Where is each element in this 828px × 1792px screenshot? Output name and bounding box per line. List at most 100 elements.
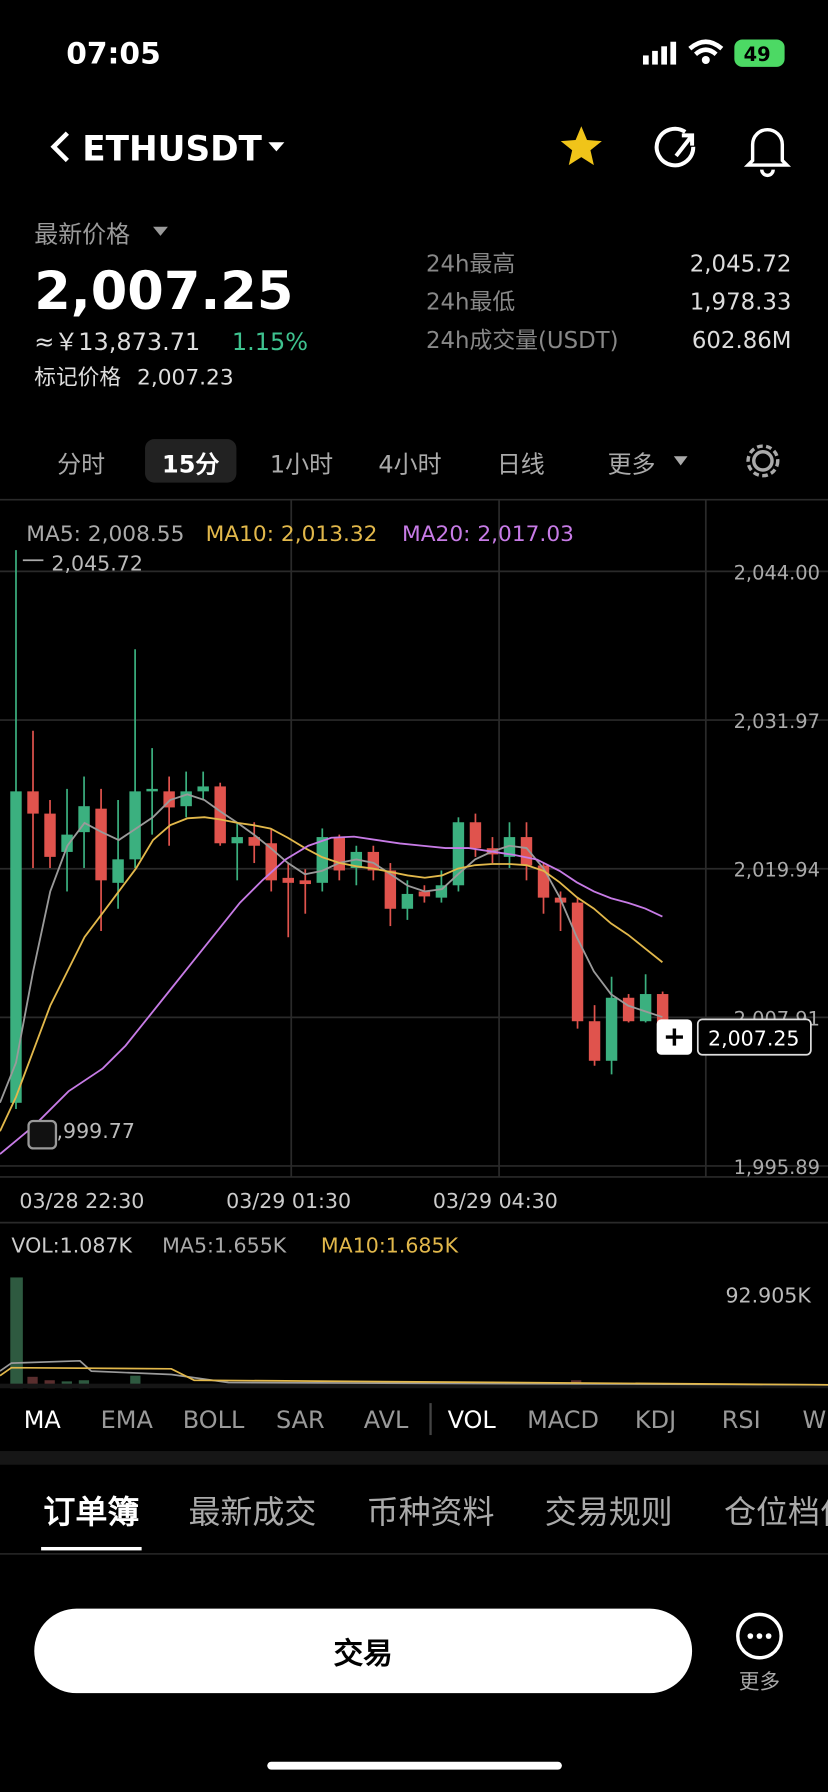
settings-gear — [746, 444, 780, 478]
indicator-tab[interactable]: W — [802, 1406, 826, 1434]
x-tick-label: 03/29 04:30 — [433, 1189, 558, 1213]
interval-tab[interactable]: 日线 — [497, 450, 545, 478]
ma-lines — [0, 793, 663, 1155]
ma5-line — [0, 793, 663, 1104]
indicator-tab[interactable]: KDJ — [635, 1406, 676, 1434]
price-label-dropdown[interactable] — [153, 226, 168, 236]
stat-value: 1,978.33 — [690, 290, 792, 316]
favorite-star[interactable] — [560, 126, 602, 166]
candle-body — [571, 902, 584, 1022]
candle-body — [401, 893, 414, 909]
more-label: 更多 — [739, 1670, 780, 1694]
symbol-dropdown[interactable] — [268, 142, 285, 152]
candle-body — [452, 822, 465, 886]
share-arrow — [674, 133, 695, 158]
x-tick-label: 03/29 01:30 — [226, 1189, 351, 1213]
low-marker: 1,999.77 — [43, 1119, 135, 1143]
candle-body — [10, 791, 22, 1103]
section-tab[interactable]: 仓位档位 — [724, 1493, 828, 1531]
candle-body — [656, 994, 669, 1026]
interval-tab[interactable]: 15分 — [162, 450, 219, 478]
back-button[interactable] — [50, 131, 69, 163]
mark-price: 2,007.23 — [137, 365, 234, 390]
section-tab[interactable]: 订单簿 — [43, 1493, 139, 1531]
vol-ma10-line — [0, 1366, 828, 1386]
indicator-tab[interactable]: VOL — [448, 1406, 497, 1434]
ma20-legend: MA20: 2,017.03 — [402, 522, 574, 547]
high-marker: 2,045.72 — [51, 552, 142, 576]
stat-value: 2,045.72 — [690, 251, 792, 277]
candle-body — [61, 834, 73, 852]
candle-body — [316, 837, 329, 883]
candle-body — [197, 786, 209, 792]
last-price: 2,007.25 — [34, 261, 293, 322]
ma5-legend: MA5: 2,008.55 — [26, 522, 184, 547]
home-indicator — [267, 1761, 562, 1770]
indicator-tab[interactable]: BOLL — [183, 1406, 245, 1434]
trade-button-label: 交易 — [333, 1636, 392, 1671]
candle-body — [282, 877, 294, 883]
vol-ma10-legend: MA10:1.685K — [321, 1233, 459, 1257]
price-tag: 2,007.25 — [708, 1027, 800, 1051]
candle-body — [605, 997, 618, 1061]
more-dropdown[interactable] — [673, 456, 688, 466]
interval-tab[interactable]: 分时 — [57, 450, 105, 478]
ma10-legend: MA10: 2,013.32 — [206, 522, 378, 547]
more-button[interactable] — [736, 1612, 783, 1660]
candle-body — [44, 813, 56, 857]
candle-body — [520, 837, 533, 866]
candle-body — [146, 788, 158, 792]
battery-icon — [734, 39, 785, 67]
chart-frame — [0, 498, 828, 1224]
candle-body — [588, 1021, 601, 1061]
section-tab[interactable]: 交易规则 — [545, 1493, 673, 1531]
price-change: 1.15% — [232, 328, 308, 356]
section-divider — [0, 1451, 828, 1465]
x-tick-label: 03/28 22:30 — [19, 1189, 144, 1213]
section-tab[interactable]: 币种资料 — [367, 1493, 495, 1531]
battery-level: 49 — [744, 43, 771, 66]
y-tick-label: 1,995.89 — [734, 1156, 820, 1179]
interval-tab[interactable]: 1小时 — [270, 450, 333, 478]
candle-body — [384, 870, 397, 909]
cny-price: ≈￥13,873.71 — [34, 328, 200, 356]
fullscreen-button[interactable] — [27, 1119, 58, 1150]
vol-legend: VOL:1.087K — [11, 1233, 132, 1257]
indicator-tab[interactable]: SAR — [276, 1406, 325, 1434]
interval-tab[interactable]: 更多 — [608, 450, 656, 478]
candle-body — [231, 837, 243, 844]
interval-tab[interactable]: 4小时 — [378, 450, 441, 478]
indicator-tab[interactable]: EMA — [101, 1406, 154, 1434]
candle-body — [469, 822, 482, 849]
wifi-icon — [688, 39, 724, 57]
indicator-tab[interactable]: MACD — [527, 1406, 599, 1434]
indicator-tab[interactable]: RSI — [722, 1406, 761, 1434]
share-icon[interactable] — [654, 126, 696, 168]
candle-body — [367, 851, 380, 871]
ma10-line — [0, 816, 663, 1132]
stat-label: 24h最低 — [426, 290, 515, 316]
alert-bell[interactable] — [743, 128, 792, 178]
candle-body — [418, 891, 431, 897]
vol-axis-max: 92.905K — [725, 1284, 811, 1308]
symbol[interactable]: ETHUSDT — [82, 130, 262, 170]
wifi-dot — [701, 56, 710, 65]
indicator-tab[interactable]: MA — [24, 1406, 62, 1434]
vol-ma5-line — [0, 1359, 828, 1386]
trade-button[interactable] — [34, 1608, 693, 1694]
candle-body — [435, 885, 448, 898]
y-tick-label: 2,044.00 — [734, 561, 820, 584]
indicator-tab[interactable]: AVL — [364, 1406, 409, 1434]
section-tab[interactable]: 最新成交 — [188, 1493, 316, 1531]
price-tag-box — [696, 1018, 812, 1056]
settings-icon[interactable] — [752, 450, 774, 472]
candle-body — [333, 837, 346, 871]
candle-body — [622, 997, 635, 1022]
tab-underline — [41, 1546, 142, 1551]
interval-selected-bg — [145, 439, 237, 483]
stat-value: 602.86M — [692, 328, 792, 354]
candle-body — [112, 859, 124, 883]
vol-ma5-legend: MA5:1.655K — [162, 1233, 287, 1257]
candle-body — [299, 880, 311, 885]
